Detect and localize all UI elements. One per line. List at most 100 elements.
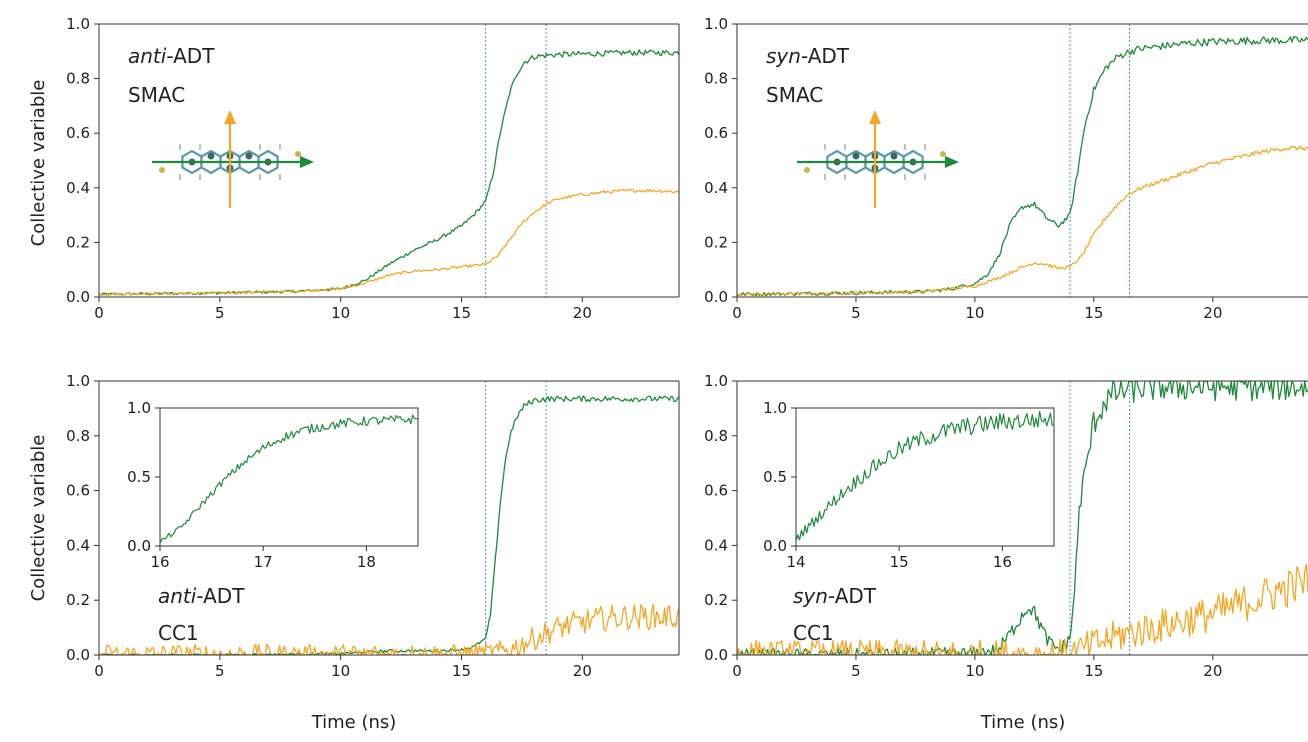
inset-x-tick-label: 15: [890, 553, 909, 571]
series-line-orange: [99, 603, 679, 655]
series-group: [99, 49, 679, 296]
x-tick-label: 10: [965, 662, 984, 680]
molecule-icon-0: [152, 110, 314, 208]
annotation-rest: -ADT: [166, 44, 215, 68]
inset-y-tick-label: 0.0: [763, 537, 787, 555]
x-tick-label: 10: [965, 304, 984, 322]
molecule-ring: [902, 149, 924, 175]
molecule-icon-1: [797, 110, 959, 208]
series-group: [99, 395, 679, 655]
inset-y-tick-label: 1.0: [763, 399, 787, 417]
y-tick-label: 1.0: [66, 15, 90, 33]
y-tick-label: 0.2: [66, 233, 90, 251]
y-tick-label: 0.2: [704, 591, 728, 609]
x-tick-label: 0: [94, 304, 104, 322]
x-tick-label: 5: [215, 304, 225, 322]
x-axis-label-left: Time (ns): [311, 712, 397, 733]
y-tick-label: 0.6: [66, 124, 90, 142]
x-tick-label: 15: [452, 304, 471, 322]
annotation-rest: -ADT: [196, 584, 245, 608]
panel-annotation-system: syn-ADT: [793, 584, 877, 608]
y-tick-label: 1.0: [704, 15, 728, 33]
series-group: [737, 36, 1308, 297]
annotation-rest: -ADT: [801, 44, 850, 68]
y-axis-label-top: Collective variable: [28, 80, 49, 247]
x-tick-label: 20: [573, 662, 592, 680]
inset-y-tick-label: 0.5: [127, 468, 151, 486]
inset-frame: [159, 407, 419, 547]
molecule-atom: [207, 152, 215, 160]
inset-x-tick-label: 14: [786, 553, 805, 571]
x-tick-label: 0: [732, 304, 742, 322]
panel-annotation-method: SMAC: [766, 83, 823, 107]
x-tick-label: 15: [1084, 304, 1103, 322]
short-axis-arrowhead: [869, 110, 881, 124]
x-tick-label: 15: [1084, 662, 1103, 680]
y-tick-label: 0.8: [704, 427, 728, 445]
x-axis-label-right: Time (ns): [980, 712, 1066, 733]
inset-x-tick-label: 18: [357, 553, 376, 571]
series-line-green: [99, 395, 679, 655]
y-tick-label: 0.0: [66, 288, 90, 306]
y-tick-label: 0.6: [704, 124, 728, 142]
panel-syn-cc1: 0 5 10 15 20 0.0 0.2 0.4 0.6 0.8 1.0 syn-ADT CC1 14 15…: [704, 372, 1308, 680]
annotation-italic: syn: [793, 584, 828, 608]
long-axis-arrowhead: [945, 156, 959, 168]
y-tick-label: 0.0: [704, 288, 728, 306]
y-tick-label: 0.8: [704, 70, 728, 88]
inset-x-tick-label: 16: [993, 553, 1012, 571]
y-tick-label: 0.4: [704, 536, 728, 554]
y-tick-label: 0.6: [704, 482, 728, 500]
inset-y-tick-label: 1.0: [127, 399, 151, 417]
molecule-sulfur: [159, 167, 165, 173]
x-tick-label: 15: [452, 662, 471, 680]
annotation-rest: -ADT: [828, 584, 877, 608]
molecule-atom: [852, 152, 860, 160]
y-tick-label: 0.6: [66, 482, 90, 500]
annotation-italic: syn: [766, 44, 801, 68]
x-tick-label: 20: [573, 304, 592, 322]
panel-annotation-system: anti-ADT: [158, 584, 245, 608]
y-tick-label: 1.0: [704, 372, 728, 390]
inset-x-tick-label: 16: [150, 553, 169, 571]
panel-anti-smac: 0 5 10 15 20 0.0 0.2 0.4 0.6 0.8 1.0 anti-ADT SMAC: [66, 15, 680, 322]
series-line-green: [737, 36, 1308, 297]
series-line-orange: [99, 188, 679, 296]
panel-annotation-method: SMAC: [128, 83, 185, 107]
x-tick-label: 20: [1203, 662, 1222, 680]
x-tick-label: 0: [94, 662, 104, 680]
panel-syn-smac: 0 5 10 15 20 0.0 0.2 0.4 0.6 0.8 1.0 syn-ADT SMAC: [704, 15, 1308, 322]
panel-annotation-method: CC1: [158, 621, 199, 645]
y-tick-label: 0.2: [704, 233, 728, 251]
inset-series-line: [795, 410, 1055, 542]
series-line-orange: [737, 563, 1308, 655]
molecule-atom: [890, 152, 898, 160]
inset-anti-cc1: 16 17 18 0.0 0.5 1.0: [127, 399, 419, 571]
y-tick-label: 0.8: [66, 427, 90, 445]
inset-y-tick-label: 0.5: [763, 468, 787, 486]
inset-x-tick-label: 17: [254, 553, 273, 571]
y-tick-label: 0.4: [66, 536, 90, 554]
x-tick-label: 10: [331, 304, 350, 322]
series-line-green: [99, 49, 679, 296]
y-tick-label: 0.4: [704, 179, 728, 197]
inset-frame: [795, 407, 1055, 547]
x-tick-label: 10: [331, 662, 350, 680]
series-line-orange: [737, 145, 1308, 296]
inset-syn-cc1: 14 15 16 0.0 0.5 1.0: [763, 399, 1055, 571]
series-group: [737, 381, 1308, 655]
annotation-italic: anti: [128, 44, 167, 68]
y-tick-label: 0.0: [66, 646, 90, 664]
x-tick-label: 20: [1203, 304, 1222, 322]
panel-annotation-system: anti-ADT: [128, 44, 215, 68]
y-tick-label: 0.8: [66, 70, 90, 88]
molecule-sulfur: [295, 151, 301, 157]
long-axis-arrowhead: [300, 156, 314, 168]
x-tick-label: 5: [851, 304, 861, 322]
inset-series-line: [159, 414, 419, 544]
molecule-sulfur: [940, 151, 946, 157]
y-tick-label: 1.0: [66, 372, 90, 390]
